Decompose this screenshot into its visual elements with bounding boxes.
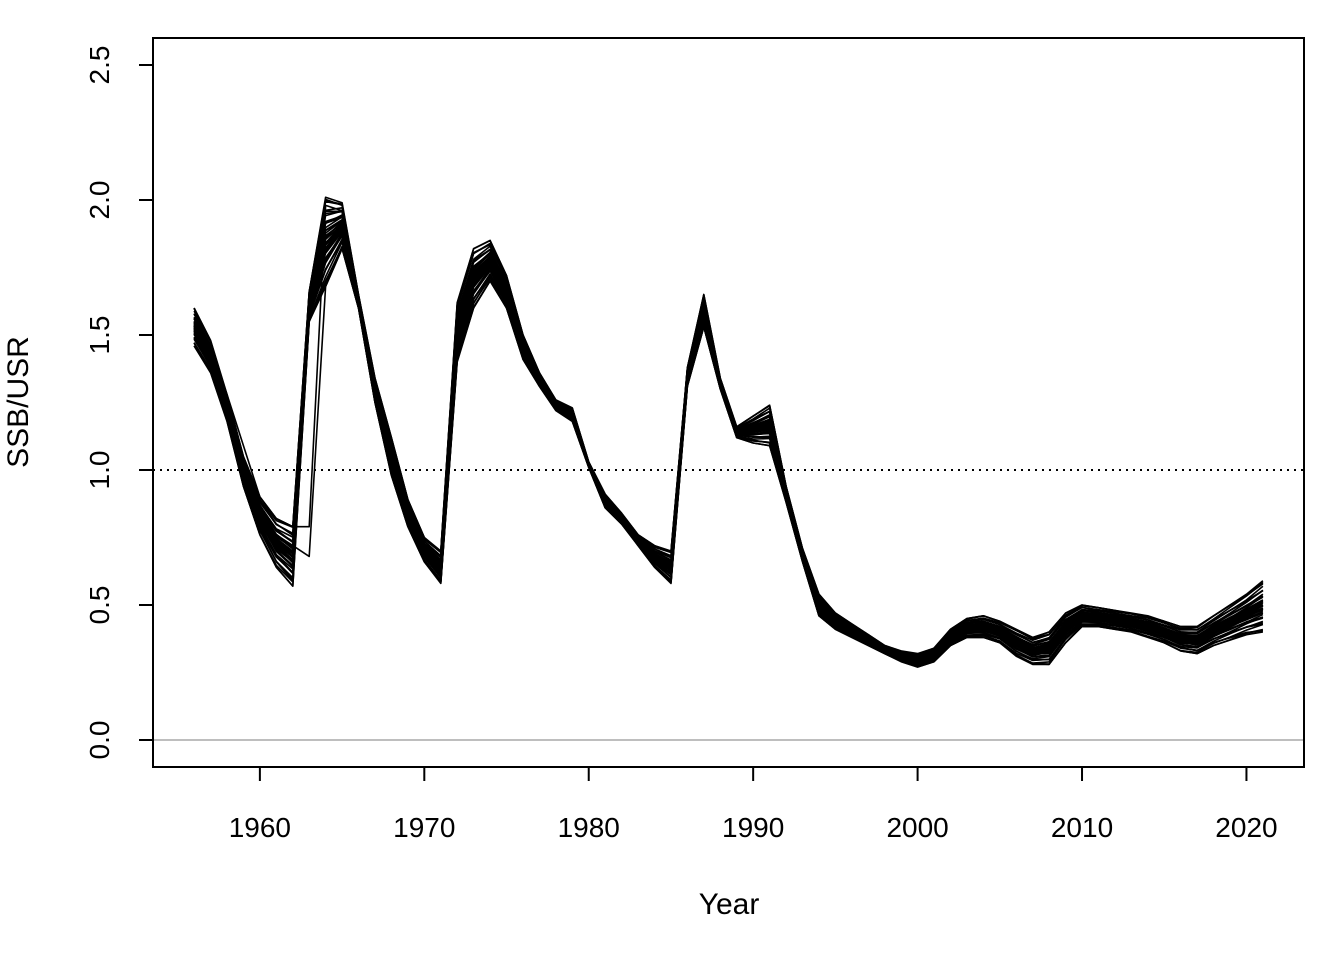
y-tick-label-4: 2.0 [84, 181, 115, 220]
y-axis-title: SSB/USR [2, 336, 35, 468]
y-tick-label-0: 0.0 [84, 721, 115, 760]
envelope-low-line [193, 247, 1264, 668]
y-tick-label-3: 1.5 [84, 316, 115, 355]
x-tick-label-1: 1970 [393, 812, 455, 843]
x-axis-title: Year [699, 888, 760, 921]
y-tick-label-2: 1.0 [84, 451, 115, 490]
outlier-line-1 [259, 247, 360, 558]
plot-frame [152, 37, 1305, 768]
x-axis: 1960 1970 1980 1990 2000 2010 2020 [229, 767, 1278, 843]
x-tick-label-6: 2020 [1215, 812, 1277, 843]
x-tick-label-0: 1960 [229, 812, 291, 843]
x-tick-label-5: 2010 [1051, 812, 1113, 843]
x-tick-label-2: 1980 [558, 812, 620, 843]
y-axis: 0.0 0.5 1.0 1.5 2.0 2.5 [84, 46, 153, 760]
y-tick-label-1: 0.5 [84, 586, 115, 625]
outlier-line-0 [193, 204, 360, 528]
y-tick-label-5: 2.5 [84, 46, 115, 85]
x-tick-label-3: 1990 [722, 812, 784, 843]
x-tick-label-4: 2000 [886, 812, 948, 843]
outlier-line-2 [456, 277, 508, 357]
envelope-high-line [193, 196, 1264, 655]
